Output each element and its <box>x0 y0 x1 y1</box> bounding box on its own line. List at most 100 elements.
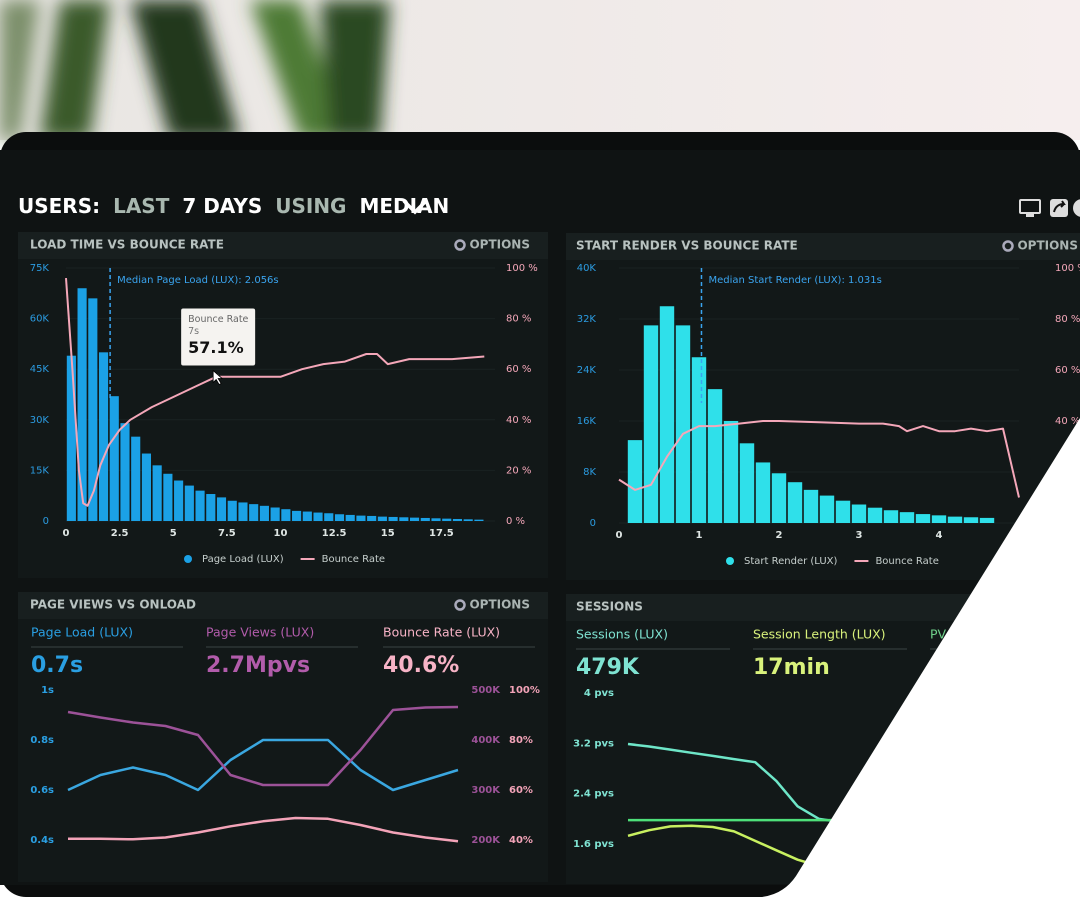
stat-label: Page Load (LUX) <box>31 625 133 640</box>
histogram-bar <box>835 500 851 523</box>
histogram-bar <box>195 490 205 521</box>
histogram-bar <box>281 509 291 521</box>
y-tick-label: 24K <box>577 365 597 376</box>
panel <box>18 592 548 882</box>
x-tick-label: 10 <box>274 528 288 539</box>
panel-title: PAGE VIEWS VS ONLOAD <box>30 598 196 612</box>
x-tick-label: 0 <box>63 528 70 539</box>
histogram-bar <box>442 518 452 521</box>
options-button[interactable]: OPTIONS <box>469 598 530 612</box>
histogram-bar <box>152 465 162 521</box>
histogram-bar <box>98 352 109 521</box>
tooltip-title: Bounce Rate <box>188 314 248 325</box>
y2-tick-label: 300K <box>471 785 501 796</box>
histogram-bar <box>77 288 87 521</box>
x-tick-label: 7.5 <box>218 528 236 539</box>
x-tick-label: 4 <box>936 530 943 541</box>
histogram-bar <box>313 512 323 521</box>
stat-label: Session Length (LUX) <box>753 627 886 642</box>
options-button[interactable]: OPTIONS <box>469 238 530 252</box>
panel-header <box>566 233 1080 260</box>
options-gear <box>1002 240 1014 252</box>
histogram-bar <box>851 504 867 523</box>
panel-title: START RENDER VS BOUNCE RATE <box>576 239 798 253</box>
options-gear <box>454 599 466 611</box>
tooltip-x: 7s <box>188 326 199 337</box>
y-tick-label: 60K <box>30 314 50 325</box>
x-tick-label: 1 <box>696 530 703 541</box>
y3-tick-label: 40% <box>509 835 533 846</box>
histogram-bar <box>963 517 979 523</box>
x-tick-label: 5 <box>170 528 177 539</box>
histogram-bar <box>238 502 248 521</box>
y-tick-label: 32K <box>577 314 597 325</box>
x-tick-label: 0 <box>616 530 623 541</box>
y2-tick-label: 80 % <box>1055 314 1080 325</box>
histogram-bar <box>66 355 76 521</box>
panel <box>18 232 548 578</box>
legend-label: Start Render (LUX) <box>744 556 838 567</box>
y3-tick-label: 80% <box>509 735 533 746</box>
y-tick-label: 0.4s <box>30 835 54 846</box>
histogram-bar <box>643 325 659 523</box>
series-line <box>627 742 841 824</box>
stat-value: 479K <box>576 655 640 680</box>
dropdown-chevron[interactable] <box>402 199 428 215</box>
histogram-bar <box>707 389 723 523</box>
histogram-bar <box>675 325 691 523</box>
y3-tick-label: 60% <box>509 785 533 796</box>
share-icon[interactable] <box>1050 199 1068 217</box>
histogram-bar <box>431 518 441 521</box>
y-tick-label: 8K <box>583 467 596 478</box>
histogram-bar <box>206 494 216 521</box>
more-icon[interactable] <box>1073 199 1080 217</box>
series-line <box>627 824 841 871</box>
x-tick-label: 2.5 <box>111 528 129 539</box>
y2-tick-label: 60 % <box>1055 365 1080 376</box>
y-tick-label: 0.8s <box>30 735 54 746</box>
cursor <box>212 369 224 386</box>
y-tick-label: 3.2 pvs <box>573 738 614 749</box>
stat-label: PV <box>930 627 947 642</box>
legend-label: Page Load (LUX) <box>202 554 284 565</box>
histogram-bar <box>410 517 420 521</box>
y2-tick-label: 200K <box>471 835 501 846</box>
histogram-bar <box>452 518 463 521</box>
x-tick-label: 12.5 <box>322 528 347 539</box>
y-tick-label: 40K <box>577 263 597 274</box>
histogram-bar <box>755 462 771 523</box>
histogram-bar <box>141 453 151 521</box>
histogram-bar <box>88 298 98 521</box>
panel-title: SESSIONS <box>576 600 643 614</box>
monitor-icon[interactable] <box>1019 199 1041 214</box>
histogram-bar <box>899 512 915 523</box>
x-tick-label: 15 <box>381 528 395 539</box>
options-button[interactable]: OPTIONS <box>1017 239 1078 253</box>
legend-label: Bounce Rate <box>875 556 938 567</box>
charts: LOAD TIME VS BOUNCE RATE OPTIONS015K30K45… <box>30 238 1080 871</box>
x-tick-label: 17.5 <box>429 528 454 539</box>
y2-tick-label: 40 % <box>506 415 531 426</box>
histogram-bar <box>723 421 739 523</box>
monitor-stand <box>1026 214 1034 217</box>
histogram-bar <box>163 473 173 521</box>
histogram-bar <box>324 513 334 521</box>
options-gear <box>454 239 466 251</box>
y2-tick-label: 100 % <box>506 263 538 274</box>
histogram-bar <box>819 495 835 523</box>
histogram-bar <box>109 396 119 521</box>
histogram-bar <box>334 514 345 521</box>
dashboard-title: USERS: LAST 7 DAYS USING MEDIAN <box>18 194 449 218</box>
histogram-bar <box>463 519 473 521</box>
y-tick-label: 0 <box>590 518 596 529</box>
y-tick-label: 15K <box>30 465 50 476</box>
histogram-bar <box>867 507 883 523</box>
histogram-bar <box>131 436 141 521</box>
y-tick-label: 4 pvs <box>584 688 614 699</box>
histogram-bar <box>627 440 643 523</box>
histogram-bar <box>120 423 130 521</box>
histogram-bar <box>659 306 675 523</box>
toolbar-icons <box>1019 199 1080 217</box>
stat-label: Page Views (LUX) <box>206 625 314 640</box>
